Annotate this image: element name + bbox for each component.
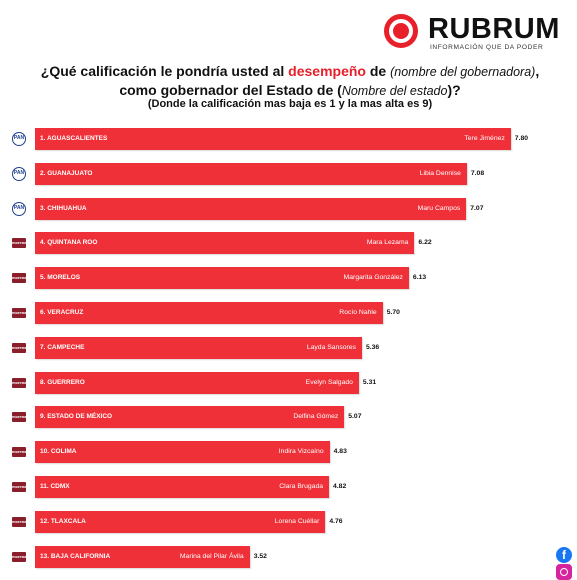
morena-party-icon: morena [12, 273, 26, 284]
bar-value-label: 3.52 [253, 552, 267, 560]
pan-party-icon: PAN [12, 132, 26, 146]
bar-row: morena 13. BAJA CALIFORNIA Marina del Pila… [0, 545, 577, 568]
bar: 13. BAJA CALIFORNIA Marina del Pilar Ávil… [35, 545, 250, 568]
morena-party-icon: morena [12, 447, 26, 458]
bar-value-label: 4.82 [333, 483, 347, 490]
bar-row: morena 10. COLIMA Indira Vizcaíno 4.83 [0, 441, 577, 464]
morena-party-icon: morena [12, 482, 26, 492]
bar-row: PAN 2. GUANAJUATO Libia Dennise 7.08 [0, 162, 577, 185]
bar-state-label: 13. BAJA CALIFORNIA [40, 552, 111, 560]
bar-state-label: 4. QUINTANA ROO [40, 239, 98, 247]
title-part-2: de [365, 63, 391, 79]
rubrum-logo: RUBRUM INFORMACIÓN QUE DA PODER [384, 12, 570, 60]
bar-row: morena 6. VERACRUZ Rocío Nahle 5.70 [0, 302, 577, 324]
bar-state-label: 12. TLAXCALA [40, 517, 86, 525]
bar-value-label: 5.70 [386, 309, 400, 316]
bar-state-label: 5. MORELOS [40, 274, 81, 282]
bar: 10. COLIMA Indira Vizcaíno [35, 441, 330, 464]
bar-row: morena 11. CDMX Clara Brugada 4.82 [0, 476, 577, 498]
bar: 3. CHIHUAHUA Maru Campos [35, 197, 467, 220]
title-highlight: desempeño [288, 63, 366, 79]
bar-value-label: 5.36 [365, 343, 380, 351]
bar: 12. TLAXCALA Lorena Cuéllar [35, 510, 326, 533]
logo-wordmark: RUBRUM [428, 13, 560, 45]
bar-value-label: 7.08 [470, 169, 485, 177]
morena-party-icon: morena [12, 342, 26, 353]
pan-party-icon: PAN [12, 201, 26, 216]
morena-party-icon: morena [12, 238, 26, 249]
title-italic-2: Nombre del estado [341, 84, 448, 98]
logo-tagline: INFORMACIÓN QUE DA PODER [430, 44, 544, 51]
bar-state-label: 11. CDMX [40, 483, 70, 490]
bar-row: morena 5. MORELOS Margarita González 6.13 [0, 267, 577, 290]
bar-governor-label: Rocío Nahle [339, 309, 377, 316]
bar-governor-label: Evelyn Salgado [305, 378, 353, 386]
facebook-icon[interactable]: f [556, 547, 572, 563]
title-italic-1: (nombre del gobernadora) [390, 65, 536, 79]
bar-value-label: 4.76 [329, 517, 343, 525]
bar-state-label: 7. CAMPECHE [40, 343, 85, 351]
title-part-1: ¿Qué calificación le pondría usted al [40, 63, 289, 79]
bar: 5. MORELOS Margarita González [35, 267, 409, 290]
bar-governor-label: Delfina Gómez [293, 413, 339, 421]
morena-party-icon: morena [12, 412, 26, 423]
chart-subtitle: (Donde la calificación mas baja es 1 y l… [147, 98, 433, 110]
bar-row: morena 12. TLAXCALA Lorena Cuéllar 4.76 [0, 510, 577, 533]
bar-row: morena 8. GUERRERO Evelyn Salgado 5.31 [0, 371, 577, 394]
bar-governor-label: Mara Lezama [366, 239, 409, 247]
bar-state-label: 2. GUANAJUATO [40, 169, 93, 177]
bar-state-label: 3. CHIHUAHUA [40, 204, 87, 212]
bar: 2. GUANAJUATO Libia Dennise [35, 162, 467, 185]
bar: 7. CAMPECHE Layda Sansores [35, 336, 362, 359]
bar-value-label: 5.31 [362, 378, 377, 386]
morena-party-icon: morena [12, 551, 26, 562]
bar-state-label: 6. VERACRUZ [40, 309, 84, 316]
bar-row: morena 7. CAMPECHE Layda Sansores 5.36 [0, 336, 577, 359]
bar-value-label: 5.07 [348, 413, 362, 421]
bar-row: morena 9. ESTADO DE MÉXICO Delfina Gómez 5.… [0, 406, 577, 429]
bar-governor-label: Libia Dennise [419, 169, 461, 177]
logo-ring-icon [384, 14, 418, 48]
bar-state-label: 10. COLIMA [40, 448, 77, 456]
bar: 4. QUINTANA ROO Mara Lezama [35, 232, 415, 255]
bar-row: PAN 1. AGUASCALIENTES Tere Jiménez 7.80 [0, 128, 577, 150]
bar-value-label: 6.22 [418, 239, 432, 247]
bar-governor-label: Clara Brugada [279, 483, 324, 490]
bar: 1. AGUASCALIENTES Tere Jiménez [35, 128, 511, 150]
bar-state-label: 1. AGUASCALIENTES [40, 135, 108, 142]
bar-governor-label: Tere Jiménez [464, 135, 505, 142]
logo-dot-icon [393, 23, 409, 39]
bar-governor-label: Lorena Cuéllar [274, 517, 320, 525]
bar: 8. GUERRERO Evelyn Salgado [35, 371, 359, 394]
morena-party-icon: morena [12, 308, 26, 318]
bar-state-label: 8. GUERRERO [40, 378, 85, 386]
bar-governor-label: Indira Vizcaíno [278, 448, 324, 456]
bar-governor-label: Maru Campos [417, 204, 461, 212]
bar: 9. ESTADO DE MÉXICO Delfina Gómez [35, 406, 345, 429]
bar-value-label: 6.13 [412, 274, 427, 282]
bar-governor-label: Margarita González [343, 274, 403, 282]
bar-value-label: 7.80 [514, 135, 529, 142]
morena-party-icon: morena [12, 377, 26, 388]
title-part-4: )? [447, 82, 461, 98]
bar-row: PAN 3. CHIHUAHUA Maru Campos 7.07 [0, 197, 577, 220]
title-part-3: , como gobernador del Estado de ( [119, 63, 540, 98]
morena-party-icon: morena [12, 516, 26, 527]
bar-row: morena 4. QUINTANA ROO Mara Lezama 6.22 [0, 232, 577, 255]
bar-value-label: 7.07 [470, 204, 484, 212]
bar-state-label: 9. ESTADO DE MÉXICO [40, 413, 113, 421]
instagram-icon[interactable] [556, 564, 572, 580]
pan-party-icon: PAN [12, 166, 26, 181]
bar-governor-label: Layda Sansores [306, 343, 356, 351]
bar-governor-label: Marina del Pilar Ávila [179, 552, 244, 560]
bar: 11. CDMX Clara Brugada [35, 476, 330, 498]
bar-value-label: 4.83 [333, 448, 347, 456]
bar: 6. VERACRUZ Rocío Nahle [35, 302, 383, 324]
chart-title: ¿Qué calificación le pondría usted al de… [30, 62, 550, 100]
